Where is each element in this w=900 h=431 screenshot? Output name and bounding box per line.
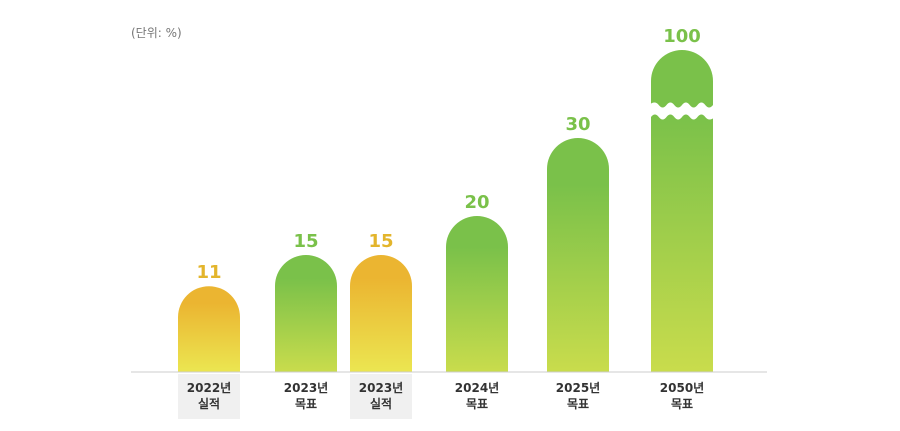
value-label-1: 15 bbox=[293, 231, 318, 252]
category-kind-label-1: 목표 bbox=[295, 397, 317, 411]
value-label-3: 20 bbox=[464, 192, 489, 213]
value-label-2: 15 bbox=[368, 231, 393, 252]
category-kind-label-0: 실적 bbox=[198, 396, 220, 411]
bar-4 bbox=[547, 138, 609, 372]
bars-group: 112022년실적152023년목표152023년실적202024년목표3020… bbox=[178, 26, 715, 419]
value-label-5: 100 bbox=[663, 26, 701, 47]
bar-0 bbox=[178, 286, 240, 372]
bar-3 bbox=[446, 216, 508, 372]
actual-label-background bbox=[178, 374, 240, 419]
bar-5 bbox=[651, 50, 713, 372]
category-year-label-4: 2025년 bbox=[556, 381, 600, 395]
axis-break-mark bbox=[649, 102, 715, 120]
value-label-0: 11 bbox=[196, 262, 221, 283]
unit-label: (단위: %) bbox=[131, 26, 182, 40]
bar-1 bbox=[275, 255, 337, 372]
category-year-label-3: 2024년 bbox=[455, 381, 499, 395]
category-year-label-1: 2023년 bbox=[284, 381, 328, 395]
bar-2 bbox=[350, 255, 412, 372]
category-kind-label-3: 목표 bbox=[466, 397, 488, 411]
category-kind-label-2: 실적 bbox=[370, 396, 392, 411]
category-kind-label-5: 목표 bbox=[671, 397, 693, 411]
category-year-label-2: 2023년 bbox=[359, 381, 403, 395]
category-year-label-5: 2050년 bbox=[660, 381, 704, 395]
value-label-4: 30 bbox=[565, 114, 590, 135]
category-kind-label-4: 목표 bbox=[567, 397, 589, 411]
category-year-label-0: 2022년 bbox=[187, 381, 231, 395]
actual-label-background bbox=[350, 374, 412, 419]
